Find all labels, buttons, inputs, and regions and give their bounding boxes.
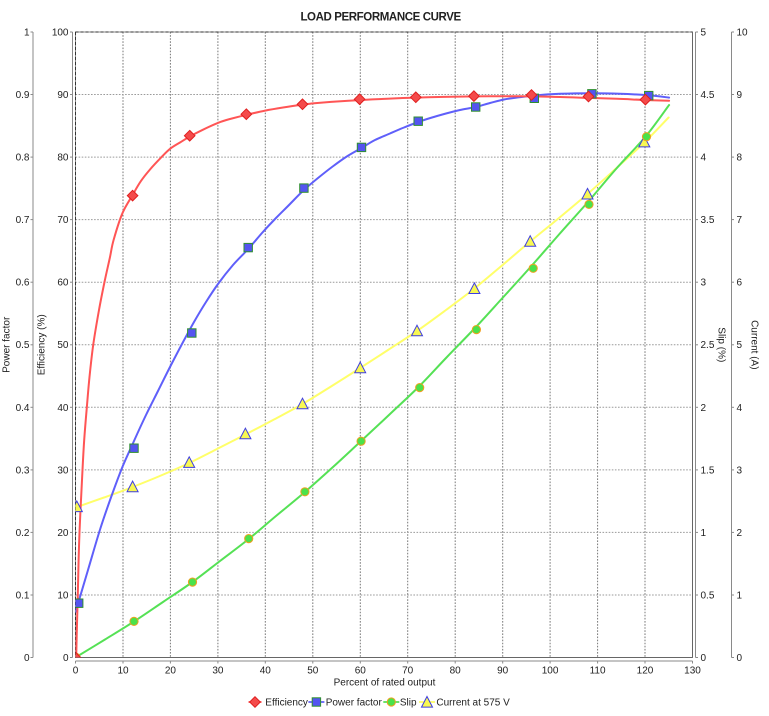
svg-text:1: 1 [737, 591, 743, 602]
svg-text:2: 2 [701, 403, 707, 414]
svg-text:Efficiency: Efficiency [265, 698, 308, 709]
svg-text:40: 40 [57, 403, 69, 414]
svg-text:0: 0 [701, 653, 707, 664]
svg-text:0.7: 0.7 [16, 215, 30, 226]
svg-text:20: 20 [57, 528, 69, 539]
svg-text:8: 8 [737, 153, 743, 164]
svg-text:LOAD PERFORMANCE CURVE: LOAD PERFORMANCE CURVE [300, 12, 461, 24]
svg-text:Current at 575 V: Current at 575 V [436, 698, 510, 709]
svg-text:100: 100 [52, 28, 69, 39]
svg-text:60: 60 [57, 278, 69, 289]
svg-text:3: 3 [737, 465, 743, 476]
svg-text:30: 30 [57, 465, 69, 476]
svg-text:70: 70 [57, 215, 69, 226]
svg-text:5: 5 [701, 28, 707, 39]
svg-text:0.8: 0.8 [16, 153, 30, 164]
svg-text:1: 1 [701, 528, 707, 539]
svg-text:3.5: 3.5 [701, 215, 715, 226]
svg-text:40: 40 [260, 666, 272, 677]
svg-text:6: 6 [737, 278, 743, 289]
svg-text:120: 120 [637, 666, 654, 677]
svg-text:50: 50 [307, 666, 319, 677]
svg-text:Slip: Slip [400, 698, 417, 709]
svg-text:0.4: 0.4 [16, 403, 30, 414]
svg-text:10: 10 [117, 666, 129, 677]
svg-text:0.1: 0.1 [16, 591, 30, 602]
svg-text:130: 130 [684, 666, 701, 677]
svg-text:1.5: 1.5 [701, 465, 715, 476]
svg-text:4: 4 [737, 403, 743, 414]
svg-text:2.5: 2.5 [701, 340, 715, 351]
svg-text:0.9: 0.9 [16, 90, 30, 101]
svg-text:3: 3 [701, 278, 707, 289]
svg-text:90: 90 [497, 666, 509, 677]
svg-text:80: 80 [450, 666, 462, 677]
svg-text:9: 9 [737, 90, 743, 101]
svg-text:7: 7 [737, 215, 743, 226]
svg-text:100: 100 [542, 666, 559, 677]
svg-text:0: 0 [63, 653, 69, 664]
svg-text:0.2: 0.2 [16, 528, 30, 539]
svg-text:4.5: 4.5 [701, 90, 715, 101]
svg-text:2: 2 [737, 528, 743, 539]
svg-text:30: 30 [212, 666, 224, 677]
svg-text:0.5: 0.5 [16, 340, 30, 351]
svg-text:4: 4 [701, 153, 707, 164]
svg-text:0: 0 [737, 653, 743, 664]
svg-text:110: 110 [590, 666, 606, 677]
svg-text:0: 0 [73, 666, 79, 677]
svg-text:0.3: 0.3 [16, 465, 30, 476]
svg-text:50: 50 [57, 340, 69, 351]
svg-text:Power factor: Power factor [2, 316, 13, 373]
svg-text:90: 90 [57, 90, 69, 101]
svg-text:Efficiency (%): Efficiency (%) [37, 314, 48, 375]
svg-text:20: 20 [165, 666, 177, 677]
svg-text:Current (A): Current (A) [749, 320, 760, 369]
svg-text:1: 1 [24, 28, 30, 39]
svg-text:0.6: 0.6 [16, 278, 30, 289]
svg-text:0.5: 0.5 [701, 591, 715, 602]
svg-text:60: 60 [355, 666, 367, 677]
svg-text:Power factor: Power factor [326, 698, 383, 709]
svg-text:5: 5 [737, 340, 743, 351]
svg-text:0: 0 [24, 653, 30, 664]
svg-text:Slip (%): Slip (%) [716, 327, 727, 362]
svg-text:70: 70 [402, 666, 414, 677]
svg-text:80: 80 [57, 153, 69, 164]
svg-text:Percent of rated output: Percent of rated output [334, 678, 436, 689]
svg-text:10: 10 [57, 591, 69, 602]
svg-text:10: 10 [737, 28, 749, 39]
